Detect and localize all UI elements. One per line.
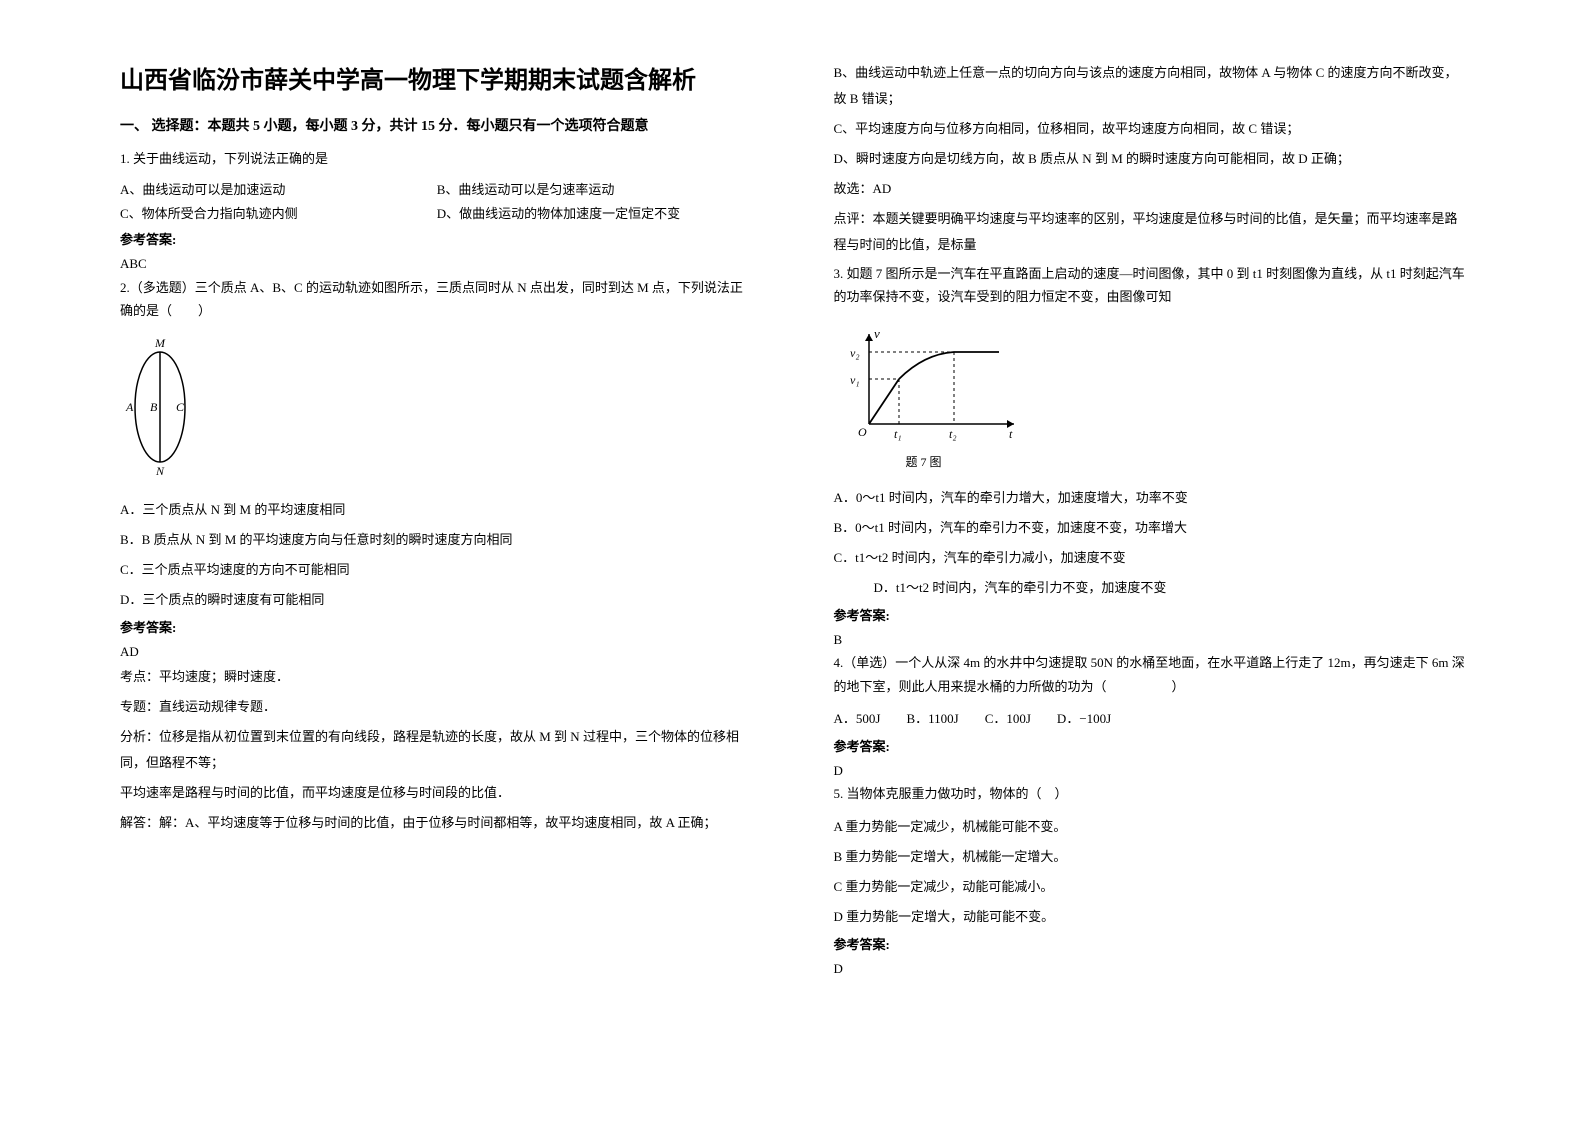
q3-diagram: v v₂ v₁ O t₁ t₂ t 题 7 图 (834, 324, 1468, 470)
q1-optA: A、曲线运动可以是加速运动 (120, 178, 437, 201)
origin-label: O (858, 425, 867, 439)
t2-label: t₂ (949, 427, 957, 441)
q2-optA: A．三个质点从 N 到 M 的平均速度相同 (120, 497, 754, 523)
q2-c: C、平均速度方向与位移方向相同，位移相同，故平均速度方向相同，故 C 错误； (834, 116, 1468, 142)
label-N: N (155, 464, 165, 477)
q1-optB: B、曲线运动可以是匀速率运动 (437, 178, 754, 201)
q3-optC: C．t1～t2 时间内，汽车的牵引力减小，加速度不变 (834, 545, 1468, 571)
vt-diagram-svg: v v₂ v₁ O t₁ t₂ t (844, 324, 1024, 444)
q2-b: B、曲线运动中轨迹上任意一点的切向方向与该点的速度方向相同，故物体 A 与物体 … (834, 60, 1468, 112)
right-column: B、曲线运动中轨迹上任意一点的切向方向与该点的速度方向相同，故物体 A 与物体 … (794, 60, 1488, 1062)
q3-stem: 3. 如题 7 图所示是一汽车在平直路面上启动的速度—时间图像，其中 0 到 t… (834, 262, 1468, 309)
q2-optD: D．三个质点的瞬时速度有可能相同 (120, 587, 754, 613)
q4-options: A．500J B．1100J C．100J D．−100J (834, 706, 1468, 732)
q2-zt: 专题：直线运动规律专题． (120, 694, 754, 720)
q2-fx: 分析：位移是指从初位置到末位置的有向线段，路程是轨迹的长度，故从 M 到 N 过… (120, 724, 754, 776)
label-M: M (154, 337, 166, 350)
q2-answer-label: 参考答案: (120, 617, 754, 636)
main-title: 山西省临汾市薛关中学高一物理下学期期末试题含解析 (120, 60, 754, 95)
q3-optD: D．t1～t2 时间内，汽车的牵引力不变，加速度不变 (874, 575, 1468, 601)
q4-stem: 4.（单选）一个人从深 4m 的水井中匀速提取 50N 的水桶至地面，在水平道路… (834, 651, 1468, 698)
q3-answer: B (834, 628, 1468, 651)
q5-optC: C 重力势能一定减少，动能可能减小。 (834, 874, 1468, 900)
label-C: C (176, 400, 185, 414)
section1-header: 一、 选择题：本题共 5 小题，每小题 3 分，共计 15 分．每小题只有一个选… (120, 115, 754, 135)
q2-stem: 2.（多选题）三个质点 A、B、C 的运动轨迹如图所示，三质点同时从 N 点出发… (120, 276, 754, 323)
v-axis-label: v (874, 326, 880, 341)
q1-optC: C、物体所受合力指向轨迹内侧 (120, 202, 437, 225)
q2-fx2: 平均速率是路程与时间的比值，而平均速度是位移与时间段的比值． (120, 780, 754, 806)
q2-optC: C．三个质点平均速度的方向不可能相同 (120, 557, 754, 583)
q3-optB: B．0～t1 时间内，汽车的牵引力不变，加速度不变，功率增大 (834, 515, 1468, 541)
label-A: A (125, 400, 134, 414)
q2-dp: 点评：本题关键要明确平均速度与平均速率的区别，平均速度是位移与时间的比值，是矢量… (834, 206, 1468, 258)
q2-diagram: M N A B C (120, 337, 754, 482)
q2-jd: 解答：解：A、平均速度等于位移与时间的比值，由于位移与时间都相等，故平均速度相同… (120, 810, 754, 836)
q5-optB: B 重力势能一定增大，机械能一定增大。 (834, 844, 1468, 870)
q4-answer: D (834, 759, 1468, 782)
q5-answer: D (834, 957, 1468, 980)
v2-label: v₂ (850, 346, 860, 360)
q1-optD: D、做曲线运动的物体加速度一定恒定不变 (437, 202, 754, 225)
q5-optA: A 重力势能一定减少，机械能可能不变。 (834, 814, 1468, 840)
q3-caption: 题 7 图 (834, 453, 1014, 470)
left-column: 山西省临汾市薛关中学高一物理下学期期末试题含解析 一、 选择题：本题共 5 小题… (100, 60, 794, 1062)
q2-kd: 考点：平均速度；瞬时速度． (120, 664, 754, 690)
q2-answer: AD (120, 640, 754, 663)
q2-optB: B．B 质点从 N 到 M 的平均速度方向与任意时刻的瞬时速度方向相同 (120, 527, 754, 553)
q4-answer-label: 参考答案: (834, 736, 1468, 755)
q2-d: D、瞬时速度方向是切线方向，故 B 质点从 N 到 M 的瞬时速度方向可能相同，… (834, 146, 1468, 172)
v1-label: v₁ (850, 373, 860, 387)
nm-diagram-svg: M N A B C (120, 337, 200, 477)
t-axis-label: t (1009, 427, 1013, 441)
q1-stem: 1. 关于曲线运动，下列说法正确的是 (120, 147, 754, 170)
q2-gx: 故选：AD (834, 176, 1468, 202)
q5-optD: D 重力势能一定增大，动能可能不变。 (834, 904, 1468, 930)
q5-answer-label: 参考答案: (834, 934, 1468, 953)
t1-label: t₁ (894, 427, 902, 441)
q1-answer: ABC (120, 252, 754, 275)
label-B: B (150, 400, 158, 414)
q3-answer-label: 参考答案: (834, 605, 1468, 624)
q5-stem: 5. 当物体克服重力做功时，物体的（ ） (834, 782, 1468, 805)
q1-options-row1: A、曲线运动可以是加速运动 B、曲线运动可以是匀速率运动 (120, 178, 754, 201)
q1-options-row2: C、物体所受合力指向轨迹内侧 D、做曲线运动的物体加速度一定恒定不变 (120, 202, 754, 225)
q1-answer-label: 参考答案: (120, 229, 754, 248)
q3-optA: A．0～t1 时间内，汽车的牵引力增大，加速度增大，功率不变 (834, 485, 1468, 511)
